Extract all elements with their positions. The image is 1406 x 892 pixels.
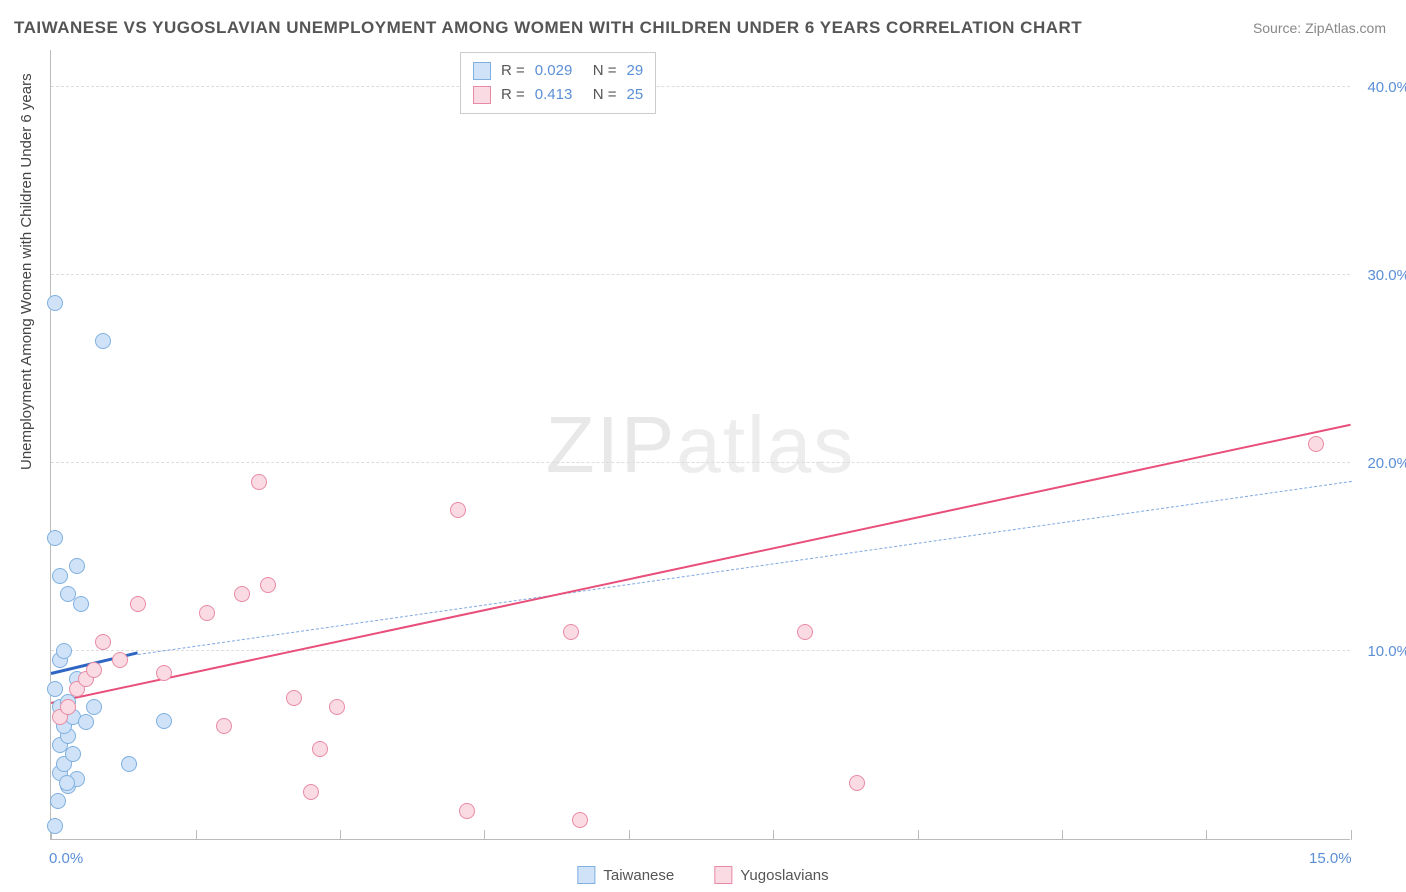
data-point: [86, 699, 102, 715]
gridline: [51, 650, 1350, 651]
data-point: [52, 568, 68, 584]
y-tick-label: 10.0%: [1355, 643, 1406, 660]
data-point: [78, 714, 94, 730]
data-point: [59, 775, 75, 791]
data-point: [459, 803, 475, 819]
data-point: [65, 746, 81, 762]
data-point: [56, 643, 72, 659]
y-tick-label: 40.0%: [1355, 79, 1406, 96]
legend-stats-box: R = 0.029 N = 29 R = 0.413 N = 25: [460, 52, 656, 114]
legend-label: Yugoslavians: [740, 867, 828, 884]
data-point: [47, 530, 63, 546]
stat-r-value: 0.413: [535, 83, 583, 107]
trend-line: [138, 481, 1351, 655]
data-point: [216, 718, 232, 734]
data-point: [130, 596, 146, 612]
x-tick: [484, 830, 485, 840]
data-point: [199, 605, 215, 621]
x-tick: [196, 830, 197, 840]
data-point: [156, 665, 172, 681]
scatter-plot-area: ZIPatlas 10.0%20.0%30.0%40.0%0.0%15.0%: [50, 50, 1350, 840]
data-point: [450, 502, 466, 518]
data-point: [286, 690, 302, 706]
x-tick: [773, 830, 774, 840]
legend-swatch: [473, 86, 491, 104]
x-tick-label: 15.0%: [1309, 850, 1352, 867]
data-point: [312, 741, 328, 757]
x-tick: [918, 830, 919, 840]
legend-label: Taiwanese: [603, 867, 674, 884]
legend-item: Yugoslavians: [714, 866, 828, 884]
data-point: [69, 558, 85, 574]
legend-swatch: [714, 866, 732, 884]
data-point: [95, 333, 111, 349]
data-point: [47, 681, 63, 697]
legend-item: Taiwanese: [577, 866, 674, 884]
watermark: ZIPatlas: [546, 399, 855, 491]
data-point: [329, 699, 345, 715]
data-point: [47, 295, 63, 311]
legend-stats-row: R = 0.029 N = 29: [473, 59, 643, 83]
legend-stats-row: R = 0.413 N = 25: [473, 83, 643, 107]
trend-line: [51, 423, 1351, 703]
data-point: [121, 756, 137, 772]
data-point: [797, 624, 813, 640]
data-point: [234, 586, 250, 602]
x-tick: [629, 830, 630, 840]
x-tick: [340, 830, 341, 840]
gridline: [51, 274, 1350, 275]
stat-n-value: 25: [627, 83, 644, 107]
source-attribution: Source: ZipAtlas.com: [1253, 20, 1386, 36]
legend-swatch: [577, 866, 595, 884]
stat-r-value: 0.029: [535, 59, 583, 83]
x-tick-label: 0.0%: [49, 850, 83, 867]
stat-r-label: R =: [501, 83, 525, 107]
data-point: [260, 577, 276, 593]
stat-n-value: 29: [627, 59, 644, 83]
gridline: [51, 86, 1350, 87]
y-tick-label: 20.0%: [1355, 455, 1406, 472]
stat-n-label: N =: [593, 83, 617, 107]
data-point: [563, 624, 579, 640]
source-value: ZipAtlas.com: [1305, 20, 1386, 36]
data-point: [849, 775, 865, 791]
data-point: [95, 634, 111, 650]
watermark-atlas: atlas: [676, 400, 855, 489]
gridline: [51, 462, 1350, 463]
data-point: [156, 713, 172, 729]
data-point: [1308, 436, 1324, 452]
data-point: [86, 662, 102, 678]
data-point: [47, 818, 63, 834]
y-axis-label: Unemployment Among Women with Children U…: [18, 73, 35, 470]
data-point: [60, 699, 76, 715]
data-point: [112, 652, 128, 668]
y-tick-label: 30.0%: [1355, 267, 1406, 284]
source-label: Source:: [1253, 20, 1301, 36]
chart-title: TAIWANESE VS YUGOSLAVIAN UNEMPLOYMENT AM…: [14, 18, 1082, 38]
stat-n-label: N =: [593, 59, 617, 83]
legend-bottom: Taiwanese Yugoslavians: [577, 866, 828, 884]
legend-swatch: [473, 62, 491, 80]
data-point: [303, 784, 319, 800]
stat-r-label: R =: [501, 59, 525, 83]
data-point: [73, 596, 89, 612]
data-point: [572, 812, 588, 828]
data-point: [50, 793, 66, 809]
data-point: [60, 586, 76, 602]
x-tick: [1062, 830, 1063, 840]
x-tick: [1351, 830, 1352, 840]
data-point: [251, 474, 267, 490]
watermark-zip: ZIP: [546, 400, 676, 489]
x-tick: [1206, 830, 1207, 840]
